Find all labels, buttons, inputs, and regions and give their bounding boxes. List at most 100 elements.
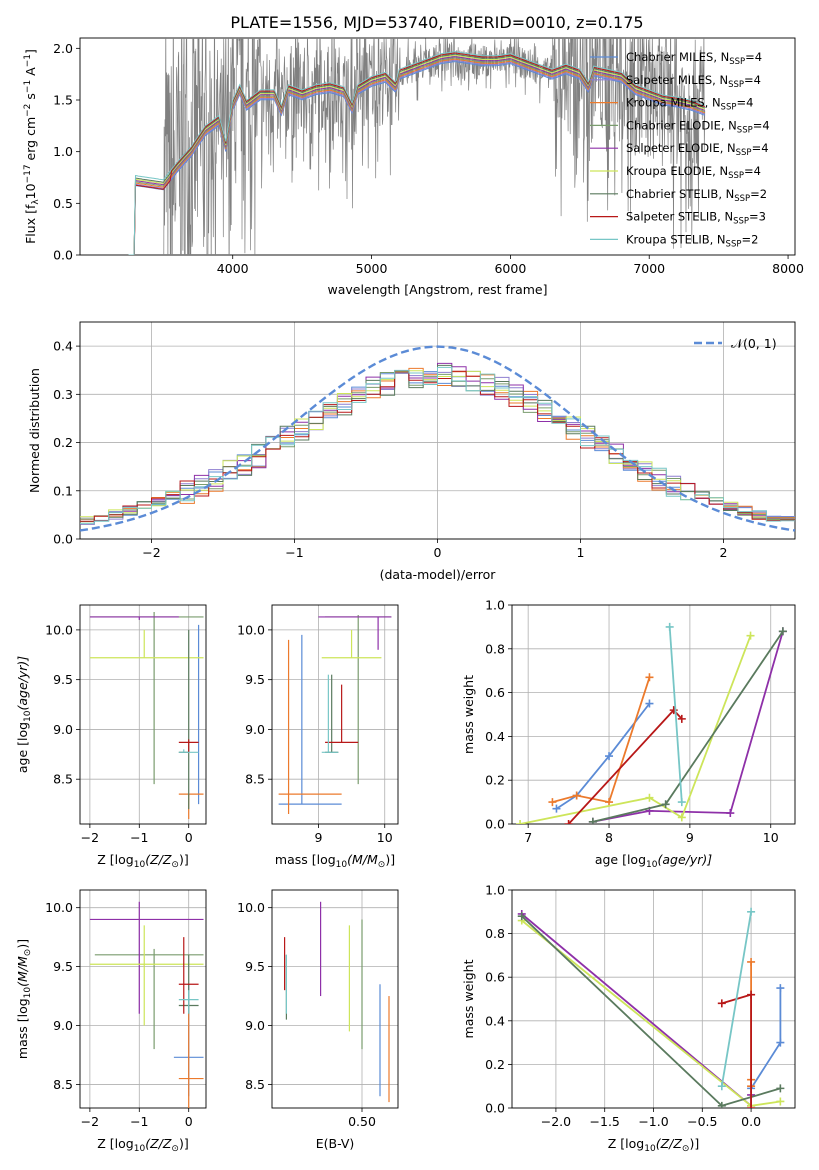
label-part: )] [15, 939, 30, 949]
label-part: SSP [726, 239, 742, 249]
mass-vs-z-y-label: mass [log10(M/M⊙)] [15, 939, 33, 1059]
label-part: Chabrier STELIB, N [626, 187, 734, 201]
x-tick-label: 4000 [217, 261, 249, 276]
label-part: Salpeter MILES, N [626, 73, 728, 87]
label-part: =2 [750, 187, 767, 201]
weight-line-cm [750, 988, 782, 1089]
model-line-ks [128, 51, 705, 255]
weight-marker-cs [776, 1084, 785, 1093]
weight-marker-se [726, 809, 735, 818]
x-tick-label: 10 [763, 830, 779, 845]
label-part: )] [385, 852, 395, 867]
y-tick-label: 9.5 [53, 672, 73, 687]
label-part: Salpeter STELIB, N [626, 210, 733, 224]
plot-frame [79, 37, 796, 256]
y-tick-label: 0.5 [53, 196, 73, 211]
y-tick-label: 1.5 [53, 93, 73, 108]
legend-label: Salpeter STELIB, NSSP=3 [626, 210, 766, 227]
label-part: =4 [744, 164, 761, 178]
label-part: SSP [729, 57, 745, 67]
y-tick-label: 0.0 [53, 532, 73, 547]
spectrum-x-label: wavelength [Angstrom, rest frame] [327, 282, 547, 297]
label-part: (M/M [347, 852, 378, 867]
x-tick-label: 9 [686, 830, 694, 845]
y-tick-label: 9.0 [245, 722, 265, 737]
label-part: SSP [728, 171, 744, 181]
y-tick-label: 8.5 [53, 772, 73, 787]
legend-label: Kroupa STELIB, NSSP=2 [626, 232, 758, 249]
x-tick-label: 0 [434, 545, 442, 560]
y-tick-label: 9.5 [53, 959, 73, 974]
y-tick-label: 8.5 [245, 1077, 265, 1092]
label-part: (Z/Z [656, 1136, 683, 1151]
weight-marker-ss [717, 999, 726, 1008]
age-vs-z-y-label: age [log10(age/yr)] [15, 656, 33, 773]
weight-marker-km [548, 798, 557, 807]
weight-marker-ss [564, 820, 573, 824]
x-tick-label: 0 [185, 1114, 193, 1129]
residual-histogram-ks [80, 366, 795, 525]
x-tick-label: 1 [577, 545, 585, 560]
weight-vs-age-axes: 7 8 9 10 0.0 0.2 0.4 0.6 0.8 1.0 [485, 598, 796, 845]
x-tick-label: 0 [185, 830, 193, 845]
x-tick-label: −1.0 [638, 1114, 668, 1129]
weight-line-cm [556, 702, 651, 810]
weight-line-ke [521, 919, 781, 1107]
weight-marker-ss [747, 1104, 756, 1108]
weight-marker-cm [776, 984, 785, 993]
y-tick-label: 0.4 [485, 1013, 505, 1028]
y-tick-label: 0.1 [53, 483, 73, 498]
y-tick-label: 9.0 [53, 722, 73, 737]
label-part: SSP [733, 217, 749, 227]
x-tick-label: 6000 [494, 261, 526, 276]
age-vs-z-axes: −2 −1 0 8.5 9.0 9.5 10.0 [45, 604, 207, 845]
weight-line-se [592, 631, 784, 823]
y-tick-label: 0.4 [485, 729, 505, 744]
mass-vs-z-x-label: Z [log10(Z/Z⊙)] [97, 1136, 188, 1154]
x-tick-label: −1 [285, 545, 303, 560]
label-part: SSP [728, 80, 744, 90]
weight-marker-km [747, 957, 756, 966]
label-part: −17 [23, 164, 33, 183]
label-part: 10 [134, 1144, 146, 1154]
label-part: ⊙ [378, 860, 386, 870]
mass-vs-ebv-axes: 0.50 8.5 9.0 9.5 10.0 [237, 889, 399, 1129]
spectrum-axes: 4000 5000 6000 7000 8000 0.0 0.5 1.0 1.5 2.0 [53, 37, 804, 276]
y-tick-label: 9.0 [53, 1018, 73, 1033]
y-tick-label: 1.0 [485, 598, 505, 613]
x-tick-label: 5000 [356, 261, 388, 276]
weight-vs-z-x-label: Z [log10(Z/Z⊙)] [608, 1136, 699, 1154]
weight-marker-cm [645, 699, 654, 708]
weight-marker-km [605, 798, 614, 807]
x-tick-label: −0.5 [687, 1114, 717, 1129]
spectrum-y-label: Flux [fλ10−17 erg cm−2 s−1 A−1] [23, 49, 41, 244]
label-part: )] [179, 852, 189, 867]
label-part: =2 [741, 232, 758, 246]
weight-vs-age-plot [516, 622, 787, 824]
label-part: SSP [721, 103, 737, 113]
weight-marker-ks [717, 1082, 726, 1091]
weight-marker-ss [677, 714, 686, 723]
x-tick-label: −1.5 [590, 1114, 620, 1129]
residual-histogram-se [80, 362, 795, 525]
x-tick-label: −2.0 [541, 1114, 571, 1129]
weight-line-cs [521, 915, 781, 1107]
x-tick-label: 7 [524, 830, 532, 845]
label-part: Z [log [97, 1136, 133, 1151]
label-part: )] [689, 1136, 699, 1151]
x-tick-label: 8000 [772, 261, 804, 276]
label-part: (age/yr)] [15, 656, 30, 711]
weight-marker-ke [776, 1097, 785, 1106]
weight-marker-ks [677, 798, 686, 807]
x-tick-label: −1 [130, 830, 148, 845]
x-tick-label: 9 [314, 830, 322, 845]
label-part: ] [23, 49, 38, 54]
label-part: −2 [23, 104, 33, 117]
weight-marker-cs [588, 817, 597, 824]
y-tick-label: 10.0 [237, 900, 265, 915]
weight-marker-km [572, 791, 581, 800]
x-tick-label: 8 [605, 830, 613, 845]
plot-frame [79, 889, 207, 1109]
weight-marker-cs [778, 627, 787, 636]
